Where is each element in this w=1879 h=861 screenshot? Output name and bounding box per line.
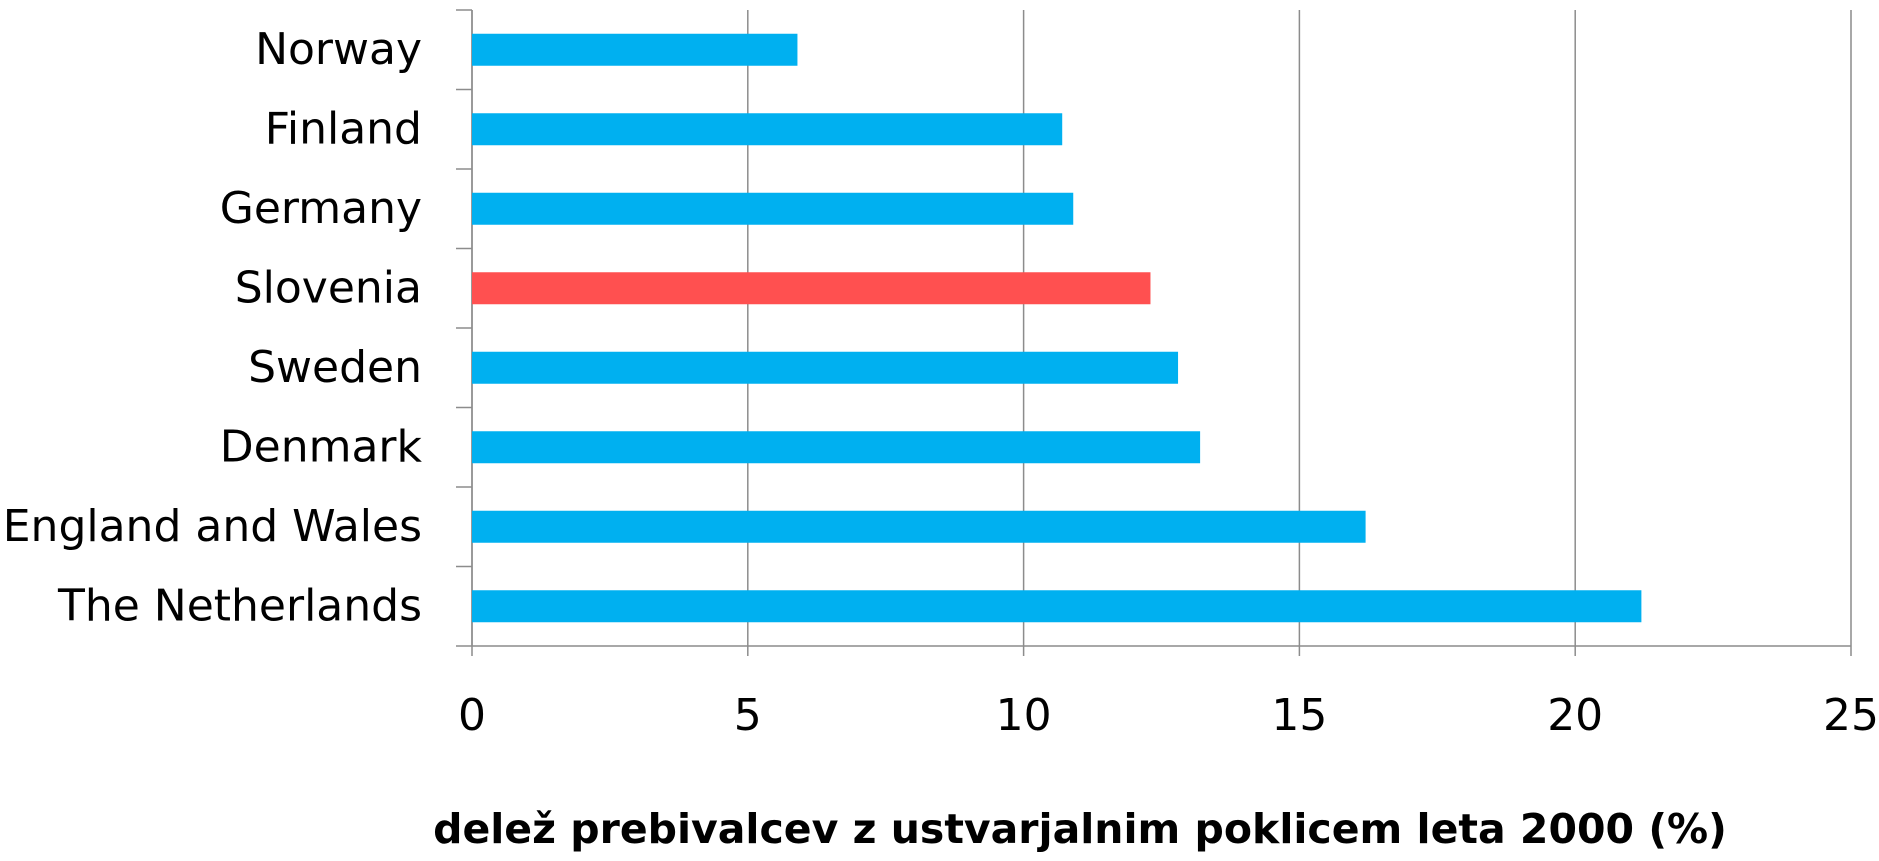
y-tick-label: Sweden	[248, 342, 422, 393]
x-axis-label: delež prebivalcev z ustvarjalnim poklice…	[433, 805, 1727, 853]
y-tick-label: Norway	[255, 24, 422, 75]
bar	[472, 192, 1074, 225]
y-tick-label: England and Wales	[3, 501, 422, 552]
y-tick-label: The Netherlands	[57, 580, 422, 631]
x-tick-label: 0	[458, 690, 486, 741]
x-tick-label: 5	[734, 690, 762, 741]
bar	[472, 351, 1179, 384]
y-tick-label: Finland	[265, 103, 422, 154]
y-tick-label: Germany	[220, 183, 422, 234]
x-tick-label: 10	[996, 690, 1052, 741]
bar	[472, 33, 798, 66]
x-tick-label: 15	[1271, 690, 1327, 741]
x-tick-label: 25	[1823, 690, 1879, 741]
y-tick-label: Denmark	[220, 421, 423, 472]
bar	[472, 272, 1151, 305]
bar	[472, 590, 1642, 623]
bar	[472, 510, 1366, 543]
y-tick-label: Slovenia	[235, 262, 422, 313]
bar	[472, 431, 1201, 464]
x-tick-label: 20	[1547, 690, 1603, 741]
bar	[472, 113, 1063, 146]
